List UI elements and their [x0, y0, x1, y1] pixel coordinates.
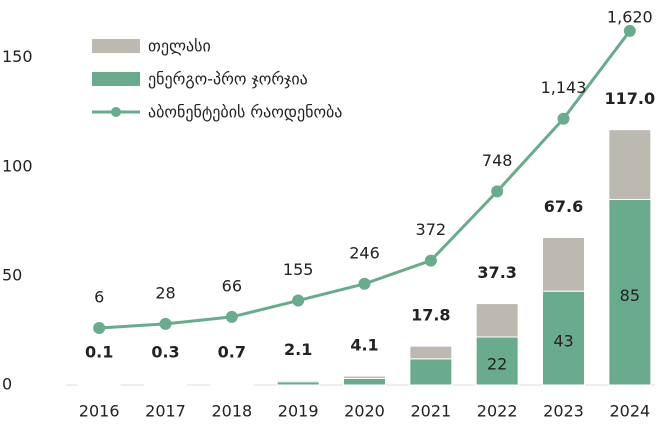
x-tick-label: 2022: [477, 402, 518, 421]
total-label: 17.8: [411, 306, 450, 325]
point-label: 6: [94, 287, 104, 306]
segment-label: 43: [553, 332, 573, 351]
line-point: [159, 317, 172, 330]
point-label: 372: [416, 220, 447, 239]
legend-label: ენერგო-პრო ჯორჯია: [148, 70, 308, 89]
point-label: 66: [222, 276, 242, 295]
legend-swatch: [92, 72, 140, 86]
x-tick-label: 2021: [410, 402, 451, 421]
x-tick-label: 2017: [145, 402, 186, 421]
total-label: 117.0: [605, 89, 656, 108]
bar-segment: [475, 303, 519, 338]
total-label: 2.1: [284, 340, 312, 359]
line-point: [491, 185, 504, 198]
point-label: 1,620: [607, 8, 653, 27]
point-label: 155: [283, 260, 314, 279]
bar-segment: [409, 358, 453, 386]
line-point: [292, 294, 305, 307]
legend-label: თელასი: [148, 37, 211, 56]
total-label: 0.7: [218, 343, 246, 362]
total-label: 0.3: [151, 343, 179, 362]
legend-dot: [111, 107, 121, 117]
x-tick-label: 2024: [609, 402, 650, 421]
bar-segment: [542, 290, 585, 386]
x-tick-label: 2016: [79, 402, 120, 421]
x-tick-label: 2019: [278, 402, 319, 421]
line-point: [424, 254, 437, 267]
legend-label: აბონენტების რაოდენობა: [148, 103, 342, 122]
point-label: 1,143: [541, 78, 587, 97]
bar-segment: [542, 236, 585, 292]
line-point: [623, 24, 636, 37]
point-label: 246: [349, 243, 380, 262]
bar-segment: [608, 129, 652, 200]
y-tick-label: 100: [2, 156, 33, 175]
segment-label: 85: [620, 286, 640, 305]
point-label: 748: [482, 151, 513, 170]
total-label: 37.3: [477, 263, 516, 282]
bar-segment: [276, 379, 320, 383]
point-label: 28: [155, 283, 175, 302]
bar-segment: [343, 375, 386, 379]
y-tick-label: 150: [2, 47, 33, 66]
bar-segment: [475, 336, 519, 386]
bar-segment: [343, 377, 386, 386]
bar-segment: [608, 199, 652, 386]
total-label: 4.1: [350, 336, 378, 355]
total-label: 0.1: [85, 343, 113, 362]
line-point: [358, 277, 371, 290]
line-point: [225, 310, 238, 323]
segment-label: 22: [487, 354, 507, 373]
line-point: [93, 321, 106, 334]
total-label: 67.6: [544, 197, 583, 216]
x-tick-label: 2020: [344, 402, 385, 421]
bar-segment: [409, 345, 453, 360]
x-tick-label: 2023: [543, 402, 584, 421]
y-tick-label: 0: [2, 375, 12, 394]
line-point: [557, 112, 570, 125]
legend-swatch: [92, 39, 140, 53]
y-tick-label: 50: [2, 265, 22, 284]
x-tick-label: 2018: [211, 402, 252, 421]
